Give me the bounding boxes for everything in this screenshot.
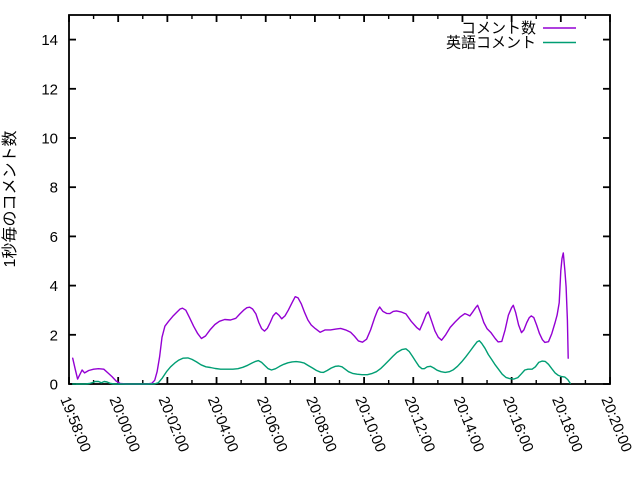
y-tick-label: 0: [50, 377, 58, 394]
y-tick-label: 12: [41, 81, 58, 98]
x-tick-label: 20:08:00: [302, 394, 340, 455]
y-tick-label: 2: [50, 327, 58, 344]
x-tick-label: 20:12:00: [401, 394, 439, 455]
data-series: [71, 252, 571, 385]
x-tick-label: 20:02:00: [155, 394, 193, 455]
x-tick-label: 20:14:00: [450, 394, 488, 455]
y-tick-label: 14: [41, 32, 58, 49]
x-tick-label: 20:04:00: [204, 394, 242, 455]
legend: コメント数 英語コメント: [446, 20, 576, 52]
x-tick-label: 20:18:00: [548, 394, 586, 455]
english-comments-series-line: [71, 340, 571, 385]
x-tick-label: 20:10:00: [351, 394, 389, 455]
y-axis-ticks: [69, 38, 610, 385]
y-axis-tick-labels: 0 2 4 6 8 10 12 14: [41, 32, 58, 393]
y-tick-label: 10: [41, 131, 58, 148]
y-tick-label: 6: [50, 229, 58, 246]
legend-label-english: 英語コメント: [446, 34, 536, 52]
x-tick-label: 20:00:00: [106, 394, 144, 455]
x-tick-label: 20:16:00: [499, 394, 537, 455]
legend-label-comments: コメント数: [461, 20, 536, 37]
y-tick-label: 4: [50, 278, 58, 295]
x-axis-ticks: [68, 15, 611, 384]
x-tick-label: 19:58:00: [56, 394, 94, 455]
y-tick-label: 8: [50, 180, 58, 197]
x-axis-tick-labels: 19:58:00 20:00:00 20:02:00 20:04:00 20:06:00…: [56, 394, 635, 455]
comments-series-line: [71, 252, 569, 385]
x-tick-label: 20:06:00: [253, 394, 291, 455]
y-axis-title: 1秒毎のコメント数: [1, 131, 19, 268]
x-tick-label: 20:20:00: [597, 394, 635, 455]
